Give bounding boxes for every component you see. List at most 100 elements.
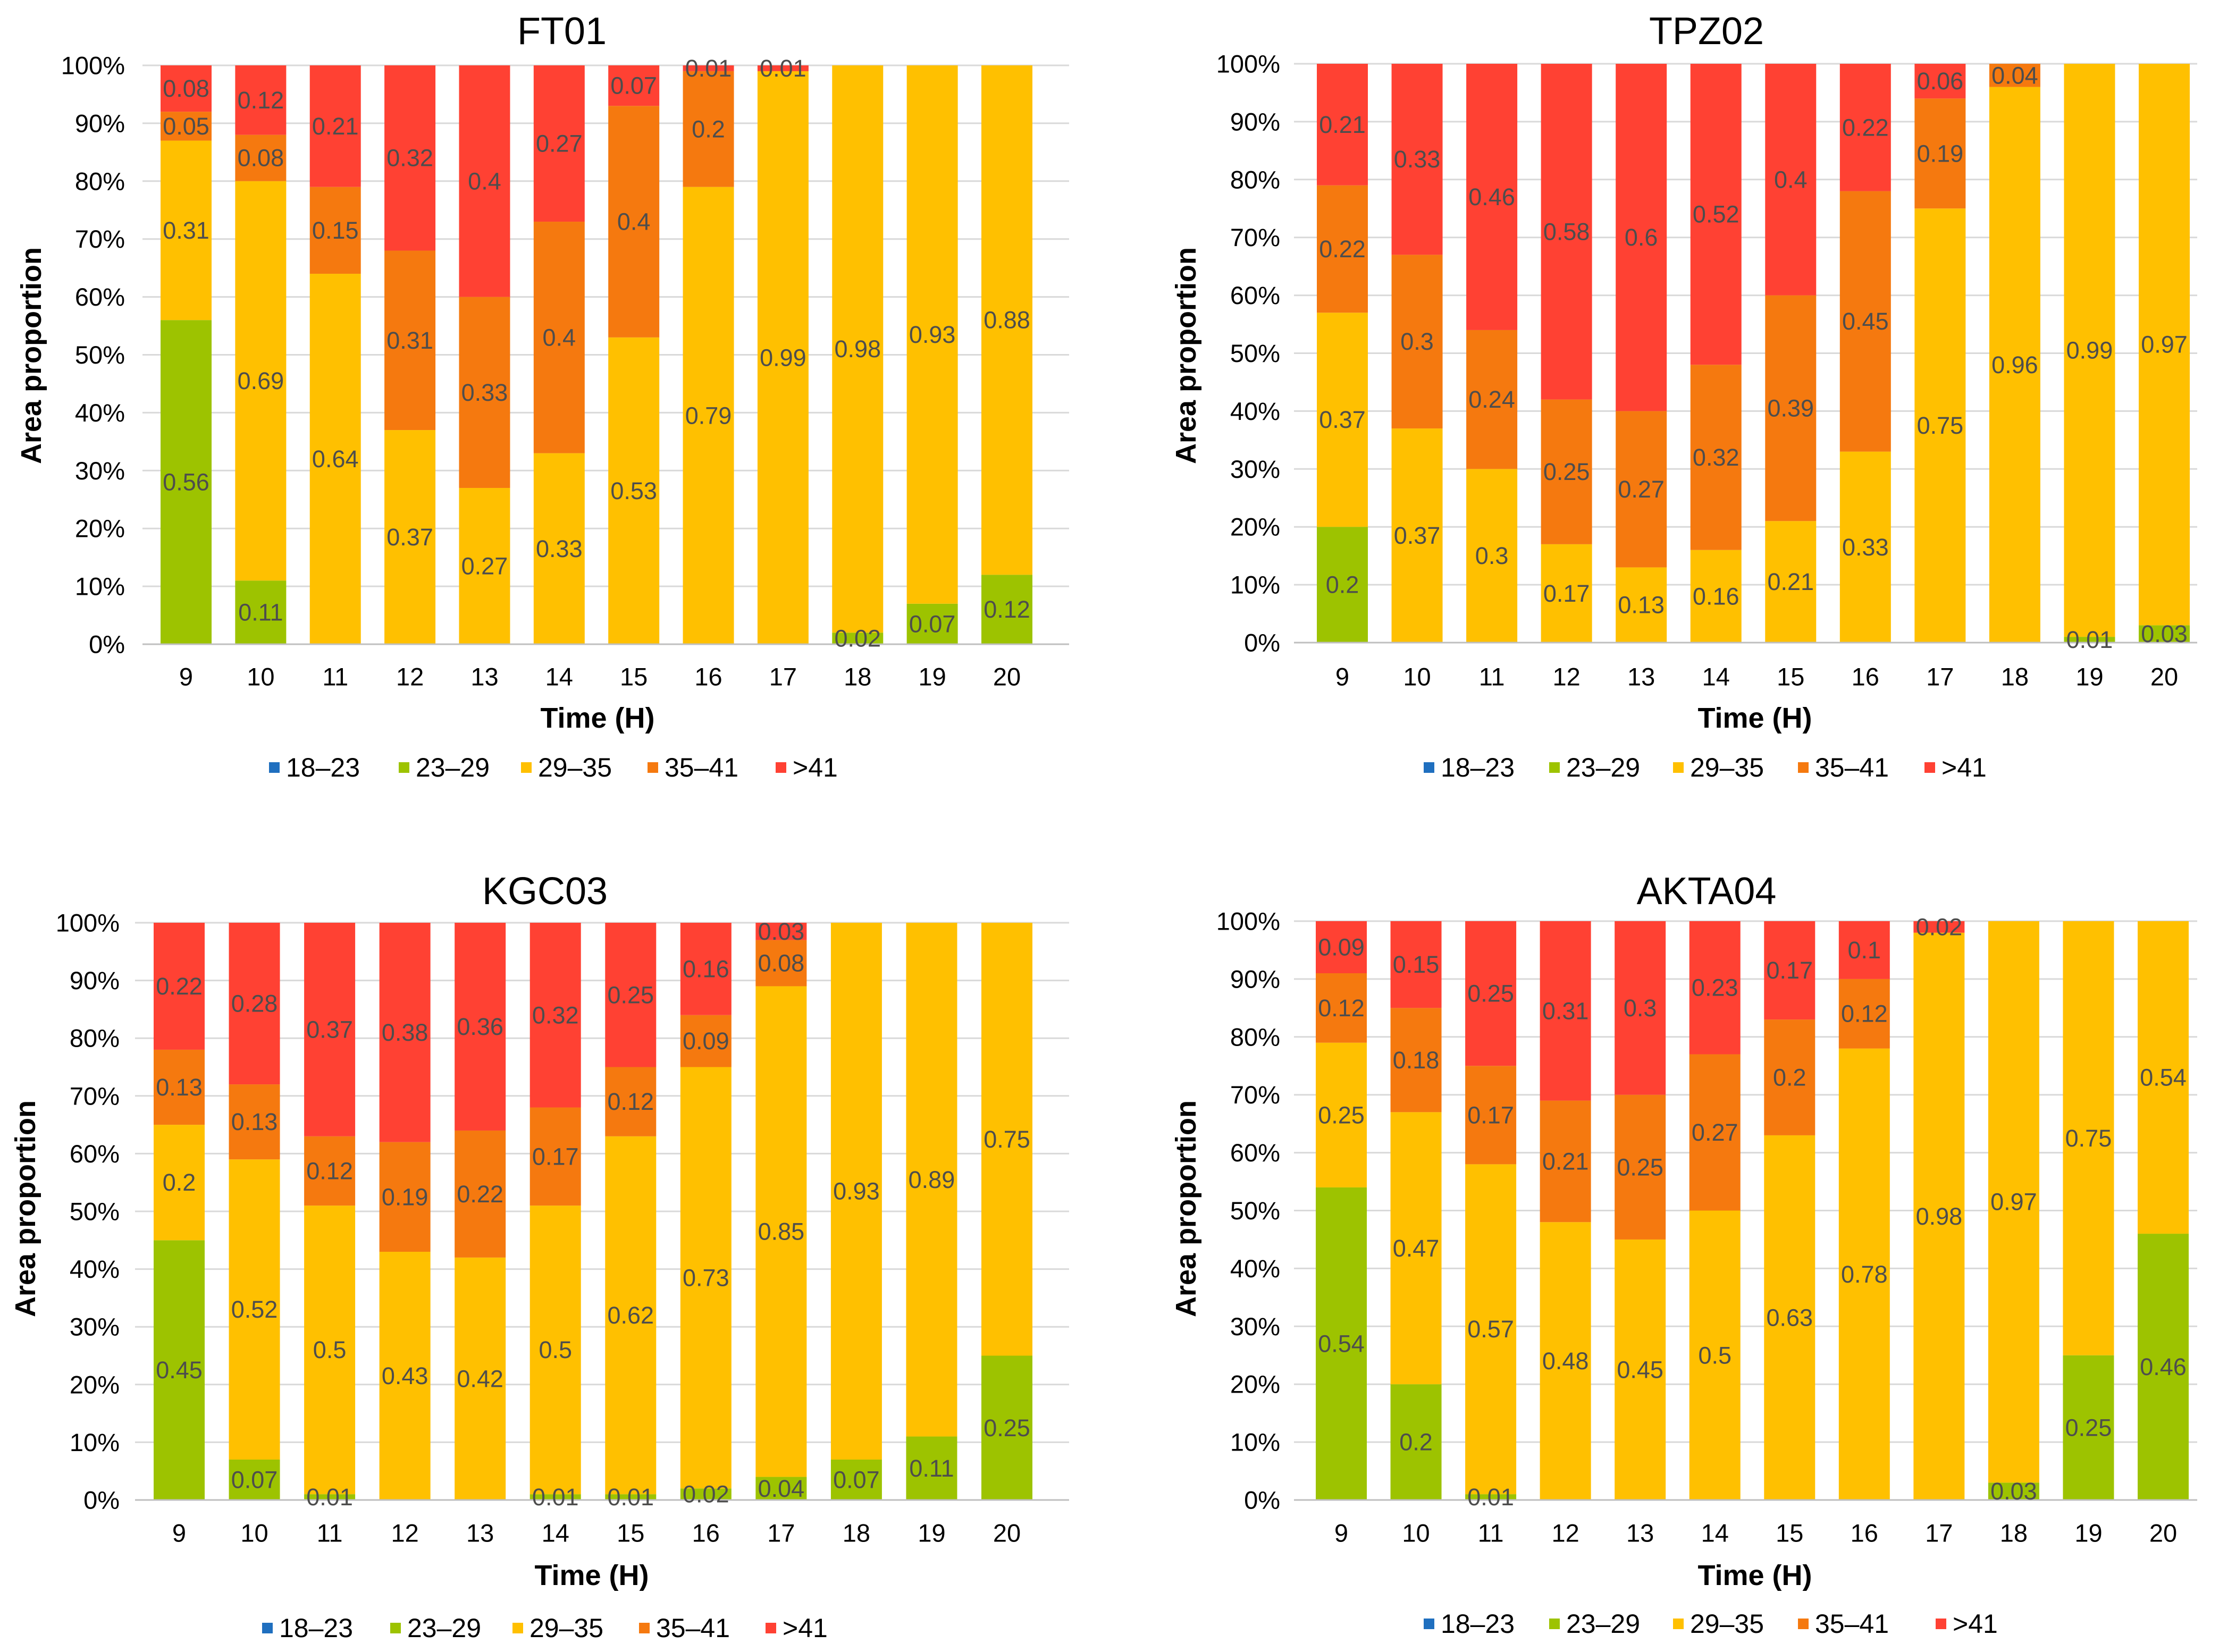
data-label: 0.37 (386, 524, 433, 551)
x-tick-label: 14 (542, 1519, 569, 1547)
data-label: 0.52 (231, 1296, 278, 1323)
bar-segment (235, 181, 287, 581)
data-label: 0.33 (1842, 534, 1889, 561)
data-label: 0.11 (238, 599, 283, 626)
bar-segment (1541, 544, 1592, 643)
bar-segment (1466, 64, 1518, 330)
chart-title: TPZ02 (1649, 10, 1764, 53)
data-label: 0.27 (1692, 1119, 1738, 1146)
bar-segment (1689, 921, 1741, 1055)
data-label: 0.18 (1393, 1047, 1440, 1074)
data-label: 0.12 (306, 1157, 353, 1184)
bar-segment (1465, 1066, 1517, 1165)
bar-segment (1764, 1019, 1815, 1135)
data-label: 0.32 (532, 1001, 579, 1029)
data-label: 0.31 (1542, 997, 1589, 1024)
bar-segment (529, 1107, 581, 1206)
legend-marker (269, 762, 280, 773)
x-tick-label: 11 (1479, 663, 1505, 691)
legend: 18–23 23–29 29–35 35–41 >41 (1424, 753, 1987, 782)
bar-segment (2138, 1234, 2189, 1500)
y-tick-label: 60% (70, 1140, 120, 1168)
x-tick-label: 14 (1701, 1519, 1729, 1547)
bar-segment (757, 71, 809, 644)
x-tick-label: 10 (1402, 1519, 1430, 1547)
x-axis-title: Time (H) (540, 702, 654, 734)
bar-segment (2139, 625, 2190, 643)
bar-segment (235, 134, 287, 181)
bar-segment (1764, 1135, 1815, 1500)
bar-segment (384, 250, 436, 431)
data-label: 0.39 (1767, 394, 1814, 422)
bar-segment (533, 222, 585, 453)
bar-segment (1765, 64, 1817, 296)
bar-segment (1317, 64, 1368, 186)
y-tick-label: 50% (1230, 339, 1280, 367)
data-label: 0.3 (1400, 328, 1434, 355)
legend-label: 29–35 (1690, 1609, 1764, 1639)
bar-segment (455, 1130, 506, 1258)
bar-segment (608, 337, 660, 644)
x-tick-label: 11 (322, 663, 348, 691)
legend-marker (1673, 1619, 1684, 1629)
y-tick-label: 30% (1230, 455, 1280, 483)
y-tick-label: 60% (75, 283, 125, 311)
bar-segment (1838, 979, 1890, 1049)
data-label: 0.07 (909, 610, 956, 637)
data-label: 0.28 (231, 990, 278, 1017)
data-label: 0.97 (1990, 1189, 2037, 1216)
data-label: 0.25 (984, 1414, 1030, 1442)
data-label: 0.48 (1542, 1347, 1589, 1375)
y-tick-label: 30% (70, 1313, 120, 1341)
data-label: 0.11 (909, 1455, 954, 1482)
bar-segment (161, 65, 212, 112)
data-label: 0.01 (2066, 626, 2113, 653)
data-label: 0.04 (1991, 62, 2038, 89)
data-label: 0.21 (1542, 1148, 1589, 1175)
data-label: 0.6 (1625, 224, 1658, 251)
data-label: 0.12 (1841, 1000, 1888, 1027)
bar-segment (459, 65, 510, 297)
data-label: 0.02 (683, 1481, 729, 1508)
x-tick-label: 15 (1776, 1519, 1803, 1547)
data-label: 0.3 (1475, 542, 1509, 569)
bar-segment (384, 65, 436, 251)
bar-segment (229, 1459, 280, 1500)
legend-marker (1936, 1619, 1946, 1629)
data-label: 0.93 (909, 321, 956, 348)
bar-segment (680, 1015, 732, 1067)
x-tick-label: 16 (694, 663, 722, 691)
bar-segment (1465, 1494, 1517, 1500)
data-label: 0.27 (536, 130, 583, 157)
y-tick-label: 100% (61, 52, 125, 80)
data-label: 0.5 (313, 1336, 347, 1363)
data-label: 0.02 (834, 625, 881, 652)
data-label: 0.25 (2065, 1414, 2112, 1441)
y-tick-label: 80% (1230, 165, 1280, 193)
x-tick-label: 16 (1851, 1519, 1878, 1547)
x-tick-label: 13 (470, 663, 498, 691)
data-label: 0.57 (1467, 1316, 1514, 1343)
y-tick-label: 40% (1230, 1254, 1280, 1283)
data-label: 0.03 (1990, 1478, 2037, 1505)
x-tick-label: 19 (918, 663, 946, 691)
y-tick-label: 90% (1230, 965, 1280, 993)
bar-segment (1316, 973, 1367, 1043)
bar-segment (2064, 64, 2115, 637)
data-label: 0.01 (760, 55, 806, 82)
y-tick-label: 100% (56, 909, 120, 937)
bar-segment (755, 923, 807, 940)
y-tick-label: 70% (75, 225, 125, 253)
x-tick-label: 12 (1552, 663, 1580, 691)
bar-segment (1466, 330, 1518, 469)
x-tick-label: 20 (993, 1519, 1021, 1547)
x-tick-label: 17 (767, 1519, 795, 1547)
bar-segment (680, 923, 732, 1015)
bar-segment (1465, 921, 1517, 1066)
y-tick-label: 60% (1230, 281, 1280, 309)
y-tick-label: 20% (1230, 1370, 1280, 1398)
x-tick-label: 9 (1335, 663, 1349, 691)
data-label: 0.33 (536, 535, 583, 562)
legend-marker (1924, 762, 1935, 773)
bar-segment (1839, 451, 1891, 643)
